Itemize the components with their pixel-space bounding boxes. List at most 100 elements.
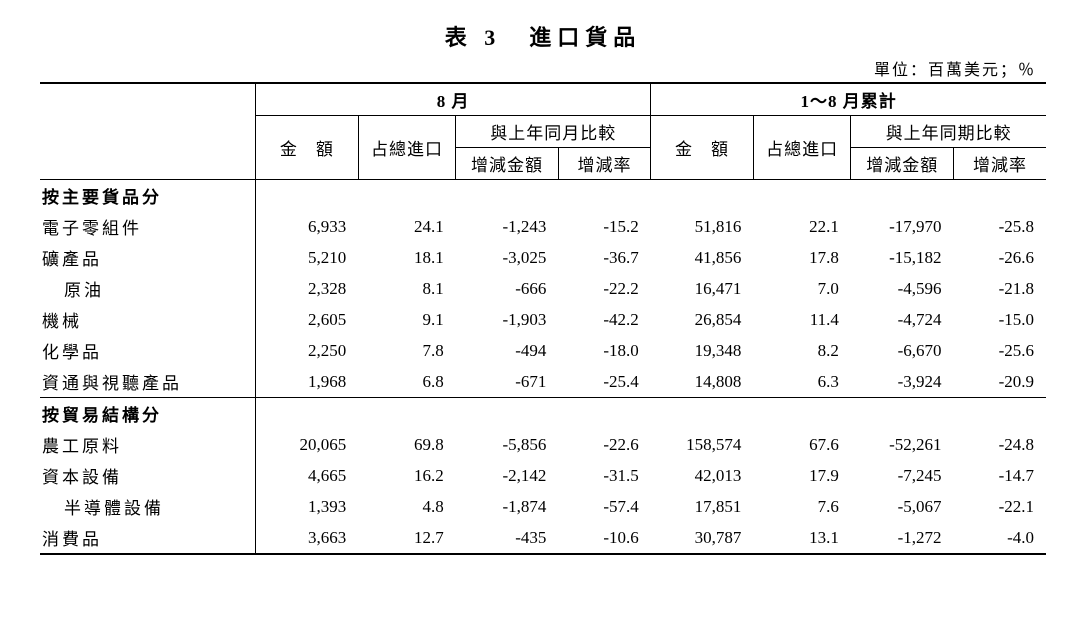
unit-label: 單位：百萬美元；％ [40, 56, 1046, 80]
row-label: 資通與視聽產品 [40, 366, 256, 398]
cell-value: 7.6 [753, 491, 851, 522]
header-diffamt-2: 增減金額 [851, 148, 954, 180]
header-blank [40, 83, 256, 180]
empty-cell [456, 180, 559, 212]
empty-cell [456, 398, 559, 430]
cell-value: -1,874 [456, 491, 559, 522]
empty-cell [558, 398, 650, 430]
cell-value: 17.9 [753, 460, 851, 491]
cell-value: 5,210 [256, 242, 359, 273]
cell-value: -24.8 [954, 429, 1046, 460]
cell-value: -4,596 [851, 273, 954, 304]
cell-value: 4,665 [256, 460, 359, 491]
cell-value: -3,025 [456, 242, 559, 273]
cell-value: 14,808 [651, 366, 754, 398]
cell-value: -57.4 [558, 491, 650, 522]
cell-value: 2,250 [256, 335, 359, 366]
cell-value: -25.4 [558, 366, 650, 398]
cell-value: -1,243 [456, 211, 559, 242]
cell-value: 18.1 [358, 242, 456, 273]
cell-value: -22.1 [954, 491, 1046, 522]
empty-cell [651, 398, 754, 430]
cell-value: -20.9 [954, 366, 1046, 398]
cell-value: -52,261 [851, 429, 954, 460]
cell-value: -18.0 [558, 335, 650, 366]
cell-value: 8.2 [753, 335, 851, 366]
row-label: 礦產品 [40, 242, 256, 273]
cell-value: -17,970 [851, 211, 954, 242]
row-label: 半導體設備 [40, 491, 256, 522]
header-period2: 1～8 月累計 [651, 83, 1046, 116]
row-label: 機械 [40, 304, 256, 335]
cell-value: 9.1 [358, 304, 456, 335]
cell-value: -15,182 [851, 242, 954, 273]
empty-cell [558, 180, 650, 212]
cell-value: -31.5 [558, 460, 650, 491]
cell-value: -5,856 [456, 429, 559, 460]
cell-value: -42.2 [558, 304, 650, 335]
cell-value: 17,851 [651, 491, 754, 522]
header-diffamt-1: 增減金額 [456, 148, 559, 180]
cell-value: -14.7 [954, 460, 1046, 491]
header-diffrate-1: 增減率 [558, 148, 650, 180]
section-title: 按貿易結構分 [40, 398, 256, 430]
empty-cell [753, 398, 851, 430]
cell-value: -25.8 [954, 211, 1046, 242]
cell-value: -21.8 [954, 273, 1046, 304]
cell-value: 2,328 [256, 273, 359, 304]
cell-value: 20,065 [256, 429, 359, 460]
section-title: 按主要貨品分 [40, 180, 256, 212]
empty-cell [851, 398, 954, 430]
cell-value: -36.7 [558, 242, 650, 273]
cell-value: 1,968 [256, 366, 359, 398]
cell-value: -435 [456, 522, 559, 554]
cell-value: 24.1 [358, 211, 456, 242]
empty-cell [256, 398, 359, 430]
header-share-1: 占總進口 [358, 116, 456, 180]
row-label: 農工原料 [40, 429, 256, 460]
header-compare-2: 與上年同期比較 [851, 116, 1046, 148]
cell-value: 12.7 [358, 522, 456, 554]
empty-cell [954, 180, 1046, 212]
empty-cell [358, 180, 456, 212]
cell-value: -22.2 [558, 273, 650, 304]
cell-value: -4.0 [954, 522, 1046, 554]
table-body: 按主要貨品分電子零組件6,93324.1-1,243-15.251,81622.… [40, 180, 1046, 555]
header-diffrate-2: 增減率 [954, 148, 1046, 180]
empty-cell [753, 180, 851, 212]
cell-value: -25.6 [954, 335, 1046, 366]
table-title: 表 3 進口貨品 [40, 20, 1046, 52]
cell-value: 67.6 [753, 429, 851, 460]
empty-cell [954, 398, 1046, 430]
row-label: 資本設備 [40, 460, 256, 491]
cell-value: -494 [456, 335, 559, 366]
cell-value: 16,471 [651, 273, 754, 304]
cell-value: 42,013 [651, 460, 754, 491]
table-header: 8 月 1～8 月累計 金 額 占總進口 與上年同月比較 金 額 占總進口 與上… [40, 83, 1046, 180]
cell-value: 26,854 [651, 304, 754, 335]
cell-value: -1,903 [456, 304, 559, 335]
header-amount-2: 金 額 [651, 116, 754, 180]
cell-value: -15.0 [954, 304, 1046, 335]
cell-value: 51,816 [651, 211, 754, 242]
cell-value: -2,142 [456, 460, 559, 491]
header-compare-1: 與上年同月比較 [456, 116, 651, 148]
cell-value: 7.8 [358, 335, 456, 366]
cell-value: 7.0 [753, 273, 851, 304]
cell-value: 1,393 [256, 491, 359, 522]
cell-value: 30,787 [651, 522, 754, 554]
row-label: 消費品 [40, 522, 256, 554]
cell-value: 8.1 [358, 273, 456, 304]
header-amount-1: 金 額 [256, 116, 359, 180]
cell-value: -1,272 [851, 522, 954, 554]
cell-value: -6,670 [851, 335, 954, 366]
cell-value: 6,933 [256, 211, 359, 242]
cell-value: 6.8 [358, 366, 456, 398]
cell-value: -3,924 [851, 366, 954, 398]
cell-value: 2,605 [256, 304, 359, 335]
row-label: 電子零組件 [40, 211, 256, 242]
cell-value: 13.1 [753, 522, 851, 554]
cell-value: 4.8 [358, 491, 456, 522]
header-period1: 8 月 [256, 83, 651, 116]
cell-value: -666 [456, 273, 559, 304]
